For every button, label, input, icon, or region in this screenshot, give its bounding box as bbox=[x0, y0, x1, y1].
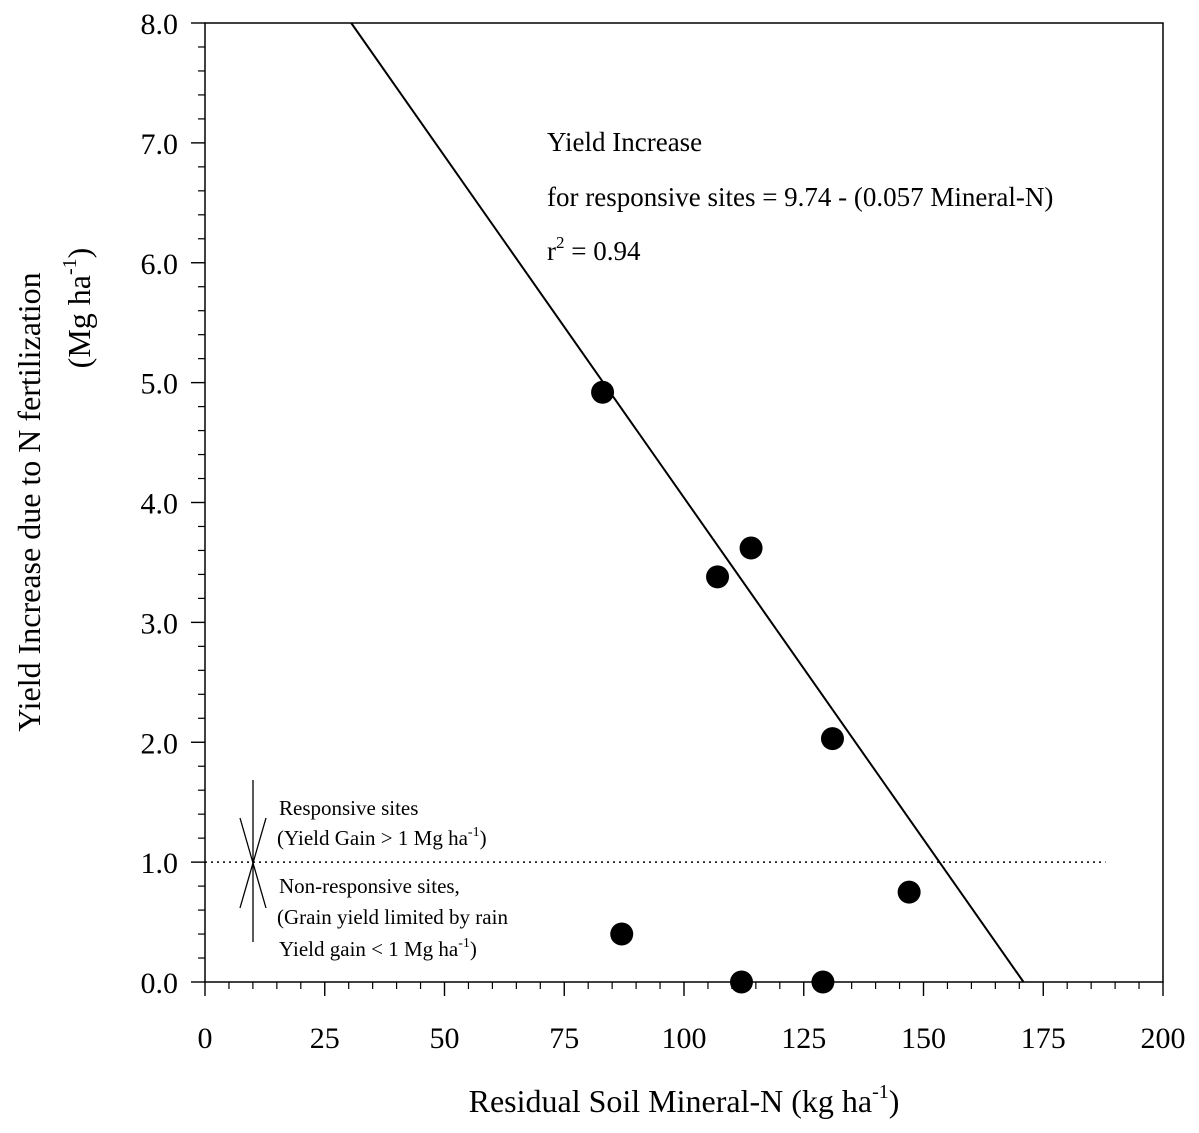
y-tick-label: 2.0 bbox=[141, 727, 179, 760]
y-tick-label: 6.0 bbox=[141, 248, 179, 281]
y-tick-label: 4.0 bbox=[141, 488, 179, 521]
axis-tick-labels: 0 25 50 75 100 125 150 175 200 0.0 1.0 2.0 3.0 4.0 5.0… bbox=[141, 8, 1186, 1055]
y-tick-label: 8.0 bbox=[141, 8, 179, 41]
x-tick-label: 50 bbox=[430, 1022, 460, 1055]
x-axis-title: Residual Soil Mineral-N (kg ha-1) bbox=[469, 1081, 900, 1119]
r-symbol: r bbox=[547, 236, 556, 266]
data-point bbox=[897, 880, 921, 904]
equation-formula: for responsive sites = 9.74 - (0.057 Min… bbox=[547, 182, 1053, 212]
data-point bbox=[729, 970, 753, 994]
x-axis-title-close: ) bbox=[889, 1083, 900, 1119]
y-axis-title-sup: -1 bbox=[59, 258, 81, 275]
y-axis-title-line1: Yield Increase due to N fertilization bbox=[11, 272, 47, 731]
nonresponsive-label: Non-responsive sites, bbox=[279, 874, 460, 898]
x-tick-label: 100 bbox=[662, 1022, 707, 1055]
x-axis-title-main: Residual Soil Mineral-N (kg ha bbox=[469, 1083, 872, 1119]
responsive-criterion-close: ) bbox=[480, 826, 487, 850]
nonresponsive-criterion-sup: -1 bbox=[458, 936, 470, 951]
r-value: = 0.94 bbox=[565, 236, 641, 266]
y-tick-label: 1.0 bbox=[141, 847, 179, 880]
data-point bbox=[739, 536, 763, 560]
y-axis-title-line2: (Mg ha-1) bbox=[59, 248, 97, 369]
divider-diagonal-b bbox=[239, 817, 267, 909]
equation-r-squared: r2 = 0.94 bbox=[547, 233, 641, 266]
x-tick-label: 175 bbox=[1021, 1022, 1066, 1055]
y-tick-label: 5.0 bbox=[141, 368, 179, 401]
nonresponsive-criterion-close: ) bbox=[470, 937, 477, 961]
data-point bbox=[811, 970, 835, 994]
y-tick-label: 0.0 bbox=[141, 967, 179, 1000]
nonresponsive-criterion: Yield gain < 1 Mg ha-1) bbox=[279, 936, 477, 961]
responsive-label: Responsive sites bbox=[279, 796, 418, 820]
regression-line bbox=[350, 22, 1025, 983]
data-point bbox=[706, 565, 730, 589]
x-tick-label: 150 bbox=[901, 1022, 946, 1055]
equation-title: Yield Increase bbox=[547, 127, 702, 157]
x-tick-label: 75 bbox=[549, 1022, 579, 1055]
x-axis-title-sup: -1 bbox=[872, 1081, 889, 1103]
data-point bbox=[591, 380, 615, 404]
x-tick-label: 25 bbox=[310, 1022, 340, 1055]
responsive-criterion-main: (Yield Gain > 1 Mg ha bbox=[277, 826, 469, 850]
nonresponsive-reason: (Grain yield limited by rain bbox=[277, 905, 508, 929]
y-axis-title-close: ) bbox=[61, 248, 97, 259]
threshold-divider-marker bbox=[239, 780, 267, 942]
responsive-criterion: (Yield Gain > 1 Mg ha-1) bbox=[277, 825, 487, 850]
r-superscript: 2 bbox=[556, 233, 565, 252]
x-tick-label: 125 bbox=[781, 1022, 826, 1055]
nonresponsive-criterion-main: Yield gain < 1 Mg ha bbox=[279, 937, 459, 961]
y-tick-label: 7.0 bbox=[141, 128, 179, 161]
x-tick-label: 0 bbox=[198, 1022, 213, 1055]
data-point bbox=[820, 727, 844, 751]
y-axis-title-main: (Mg ha bbox=[61, 275, 97, 368]
axis-ticks bbox=[191, 22, 1164, 996]
data-point bbox=[610, 922, 634, 946]
responsive-criterion-sup: -1 bbox=[468, 825, 480, 840]
data-points bbox=[591, 380, 921, 994]
y-tick-label: 3.0 bbox=[141, 607, 179, 640]
x-tick-label: 200 bbox=[1141, 1022, 1186, 1055]
